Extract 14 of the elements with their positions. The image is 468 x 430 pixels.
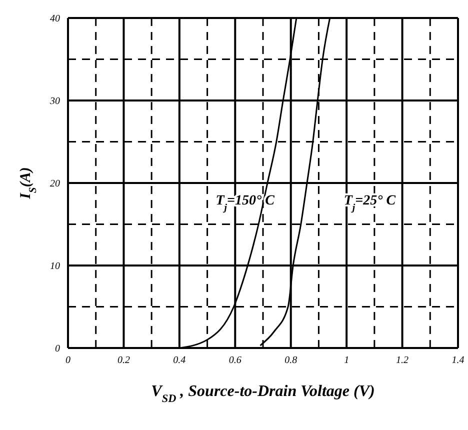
x-tick-label: 0.4 [173, 355, 186, 366]
x-tick-label: 0.2 [117, 355, 130, 366]
x-tick-label: 1.4 [452, 355, 464, 366]
x-tick-label: 0.8 [284, 355, 298, 366]
y-tick-label: 20 [50, 178, 60, 190]
x-axis-title: V$_{SD}$ , Source-to-Drain Voltage (V) [151, 383, 375, 405]
y-tick-label: 10 [50, 261, 60, 272]
x-tick-label: 0.6 [228, 355, 242, 366]
y-tick-label: 0 [55, 344, 60, 355]
y-tick-label: 30 [49, 96, 60, 108]
x-tick-label: 0 [66, 355, 70, 366]
y-tick-label: 40 [50, 14, 60, 25]
x-tick-label: 1.2 [396, 355, 409, 366]
x-tick-label: 1 [344, 355, 350, 366]
